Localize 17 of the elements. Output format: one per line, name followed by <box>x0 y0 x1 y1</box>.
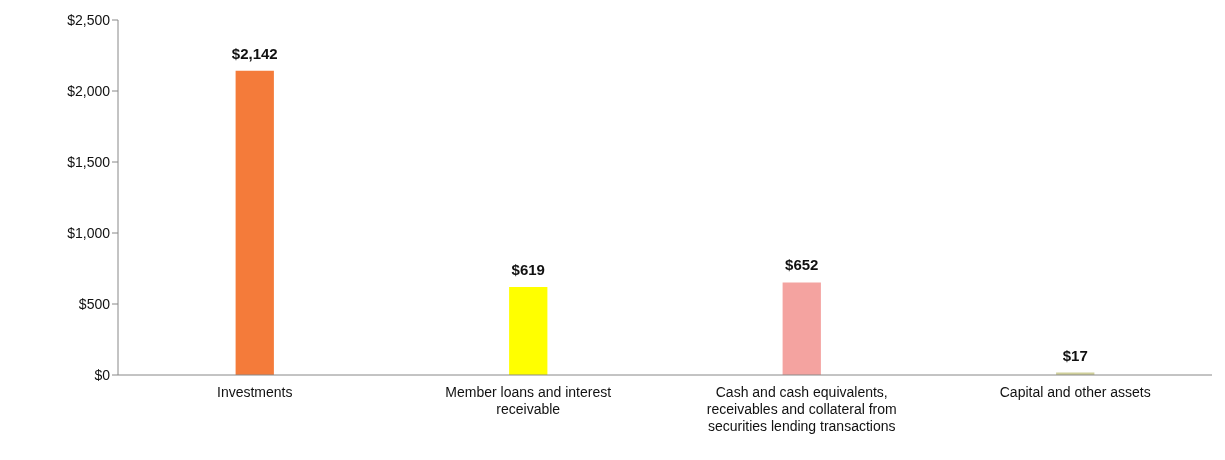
y-tick-label: $2,000 <box>67 82 111 99</box>
y-tick-label: $500 <box>78 295 111 312</box>
y-tick-label: $1,000 <box>67 224 111 241</box>
x-tick-label: Member loans and interest receivable <box>445 384 612 417</box>
bar <box>782 282 821 375</box>
data-label: $17 <box>1062 346 1088 364</box>
bar <box>235 70 274 375</box>
x-tick-label: Cash and cash equivalents, receivables and collateral from securities lending transactions <box>706 384 897 434</box>
bar <box>509 287 548 375</box>
y-tick-label: $1,500 <box>67 153 111 170</box>
data-label: $619 <box>511 261 545 279</box>
data-label: $652 <box>785 256 819 274</box>
y-tick-label: $2,500 <box>67 11 111 28</box>
y-tick-label: $0 <box>94 366 111 383</box>
x-tick-label: Investments <box>217 384 293 400</box>
x-tick-label: Capital and other assets <box>999 384 1151 400</box>
data-label: $2,142 <box>231 44 278 62</box>
